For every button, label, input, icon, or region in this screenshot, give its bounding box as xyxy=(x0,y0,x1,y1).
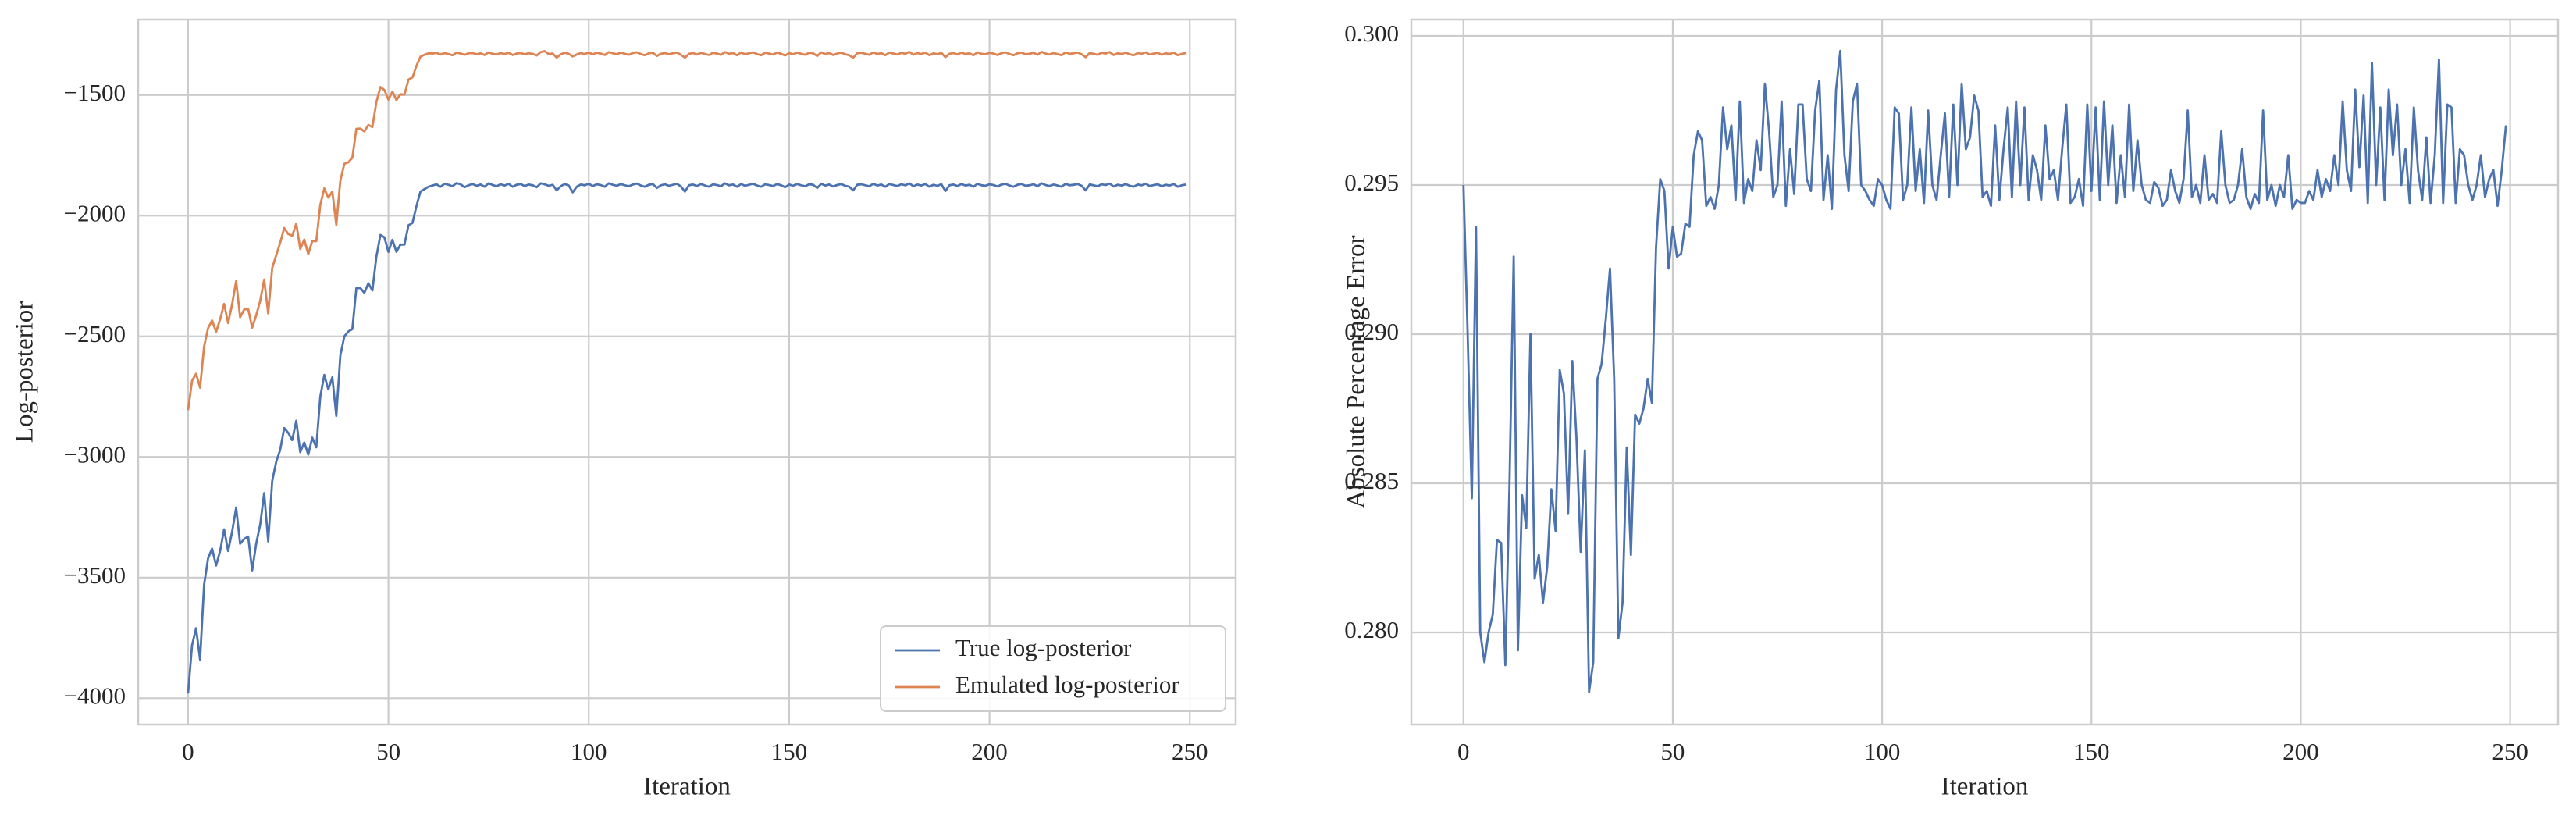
x-tick-label: 0 xyxy=(1457,738,1470,765)
series-line xyxy=(187,182,1187,694)
x-tick-label: 0 xyxy=(182,738,194,765)
legend-label: Emulated log-posterior xyxy=(955,671,1179,698)
x-axis-label: Iteration xyxy=(643,773,731,801)
x-tick-label: 200 xyxy=(971,738,1008,765)
x-tick-label: 100 xyxy=(571,738,607,765)
axes-frame xyxy=(137,18,1237,726)
series-line xyxy=(1462,49,2507,693)
y-tick-label: −1500 xyxy=(64,79,126,106)
y-axis-label: Absolute Percentage Error xyxy=(1343,235,1371,508)
legend-label: True log-posterior xyxy=(955,634,1132,661)
y-tick-label: −2500 xyxy=(64,320,126,347)
y-axis-label: Log-posterior xyxy=(11,301,39,443)
y-tick-label: −2000 xyxy=(64,199,126,226)
y-tick-label: 0.290 xyxy=(1344,318,1399,345)
x-tick-label: 150 xyxy=(771,738,808,765)
x-tick-label: 150 xyxy=(2073,738,2110,765)
y-tick-label: −3000 xyxy=(64,440,126,468)
y-tick-label: −3500 xyxy=(64,561,126,589)
y-tick-label: −4000 xyxy=(64,682,126,709)
plot-area xyxy=(1411,20,2558,725)
x-tick-label: 250 xyxy=(2492,738,2528,765)
series-line xyxy=(187,50,1187,411)
x-tick-label: 50 xyxy=(1660,738,1685,765)
x-tick-label: 200 xyxy=(2282,738,2319,765)
x-axis-label: Iteration xyxy=(1941,773,2029,801)
x-tick-label: 50 xyxy=(376,738,400,765)
y-tick-label: 0.300 xyxy=(1344,20,1399,47)
y-tick-label: 0.280 xyxy=(1344,616,1399,643)
y-tick-label: 0.295 xyxy=(1344,169,1399,196)
plot-area xyxy=(138,20,1236,725)
legend-box xyxy=(880,625,1226,712)
y-tick-label: 0.285 xyxy=(1344,467,1399,494)
x-tick-label: 250 xyxy=(1172,738,1208,765)
legend: True log-posterior Emulated log-posterior xyxy=(880,625,1226,712)
x-tick-label: 100 xyxy=(1864,738,1901,765)
axes-frame xyxy=(1410,18,2560,726)
